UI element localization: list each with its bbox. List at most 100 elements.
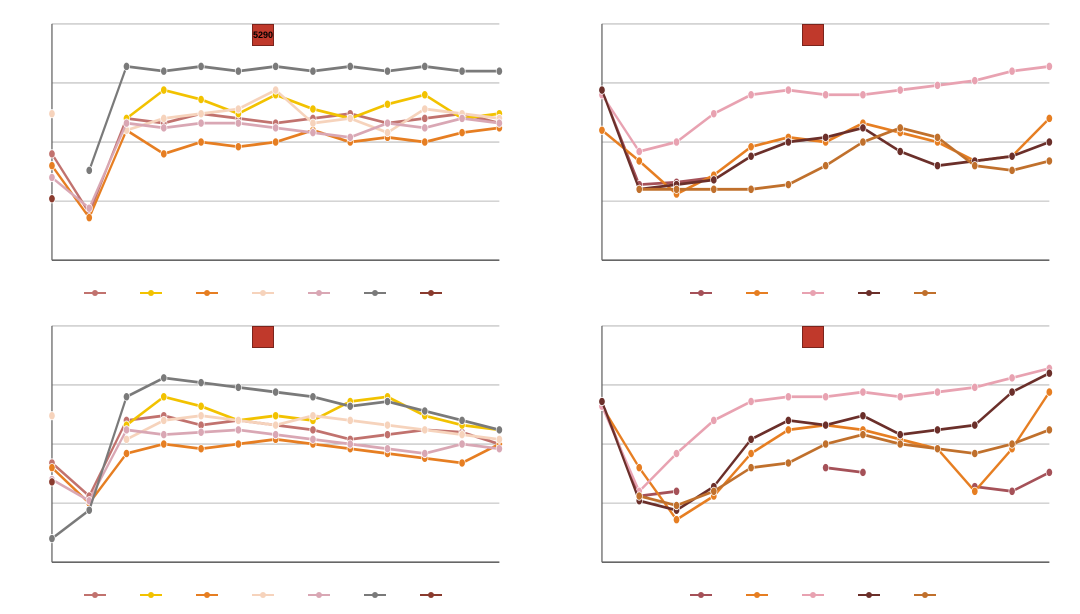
panel-title: 5290 — [252, 24, 278, 46]
series-marker — [748, 449, 754, 457]
series-marker — [599, 397, 605, 405]
series-marker — [636, 185, 642, 193]
series-marker — [972, 487, 978, 495]
legend-item — [364, 292, 390, 294]
legend-swatch — [308, 292, 330, 294]
series-marker — [161, 374, 167, 382]
series-marker — [422, 114, 428, 122]
series-marker — [86, 213, 92, 221]
series-marker — [860, 124, 866, 132]
legend-marker-icon — [92, 592, 98, 598]
series-marker — [161, 86, 167, 94]
series-marker — [822, 91, 828, 99]
chart-svg — [570, 312, 1060, 590]
series-marker — [1046, 388, 1052, 396]
title-stamp-icon — [252, 326, 274, 348]
series-marker — [673, 449, 679, 457]
series-marker — [934, 133, 940, 141]
series-marker — [272, 430, 278, 438]
legend-swatch — [364, 594, 386, 596]
legend-marker-icon — [372, 290, 378, 296]
panel-bottom-left — [20, 312, 510, 604]
series-marker — [1009, 388, 1015, 396]
legend-marker-icon — [810, 592, 816, 598]
series-marker — [860, 91, 866, 99]
legend-swatch — [914, 292, 936, 294]
series-marker — [310, 105, 316, 113]
legend-item — [84, 292, 110, 294]
series-marker — [748, 185, 754, 193]
series-marker — [636, 147, 642, 155]
legend-swatch — [140, 594, 162, 596]
legend-swatch — [690, 292, 712, 294]
series-marker — [347, 62, 353, 70]
legend-swatch — [690, 594, 712, 596]
legend-item — [252, 292, 278, 294]
series-marker — [384, 445, 390, 453]
series-marker — [748, 152, 754, 160]
series-marker — [897, 124, 903, 132]
series-marker — [198, 119, 204, 127]
series-marker — [86, 204, 92, 212]
series-marker — [897, 440, 903, 448]
series-marker — [673, 515, 679, 523]
legend-item — [420, 292, 446, 294]
series-marker — [161, 124, 167, 132]
legend-swatch — [308, 594, 330, 596]
series-marker — [198, 62, 204, 70]
series-marker — [384, 67, 390, 75]
series-marker — [459, 114, 465, 122]
series-marker — [198, 445, 204, 453]
legend-marker-icon — [698, 592, 704, 598]
series-marker — [459, 416, 465, 424]
legend-item — [746, 594, 772, 596]
series-marker — [310, 412, 316, 420]
series-marker — [711, 110, 717, 118]
legend-swatch — [746, 292, 768, 294]
series-marker — [422, 407, 428, 415]
legend-marker-icon — [754, 290, 760, 296]
series-marker — [459, 459, 465, 467]
series-marker — [347, 416, 353, 424]
chart-svg — [570, 10, 1060, 288]
legend-marker-icon — [922, 592, 928, 598]
legend-item — [308, 594, 334, 596]
series-marker — [310, 393, 316, 401]
legend-item — [914, 594, 940, 596]
series-marker — [161, 150, 167, 158]
legend-marker-icon — [204, 290, 210, 296]
plot-area — [20, 312, 510, 590]
panel-title — [252, 326, 278, 348]
series-marker — [86, 506, 92, 514]
series-marker — [198, 95, 204, 103]
series-marker — [272, 62, 278, 70]
plot-area — [20, 10, 510, 288]
legend-marker-icon — [866, 290, 872, 296]
series-marker — [49, 162, 55, 170]
series-marker — [235, 426, 241, 434]
series-marker — [49, 534, 55, 542]
panel-top-left: 5290 — [20, 10, 510, 302]
series-marker — [422, 449, 428, 457]
series-marker — [310, 128, 316, 136]
legend — [84, 590, 446, 604]
series-marker — [272, 138, 278, 146]
series-line — [89, 66, 499, 170]
legend-item — [140, 292, 166, 294]
series-marker — [49, 478, 55, 486]
series-marker — [711, 176, 717, 184]
series-marker — [235, 383, 241, 391]
series-marker — [897, 430, 903, 438]
series-marker — [198, 402, 204, 410]
legend-item — [914, 292, 940, 294]
title-stamp-icon — [802, 326, 824, 348]
series-marker — [161, 430, 167, 438]
series-marker — [49, 110, 55, 118]
series-marker — [310, 435, 316, 443]
chart-svg — [20, 312, 510, 590]
chart-svg — [20, 10, 510, 288]
series-marker — [422, 124, 428, 132]
legend-swatch — [252, 594, 274, 596]
series-marker — [860, 430, 866, 438]
series-marker — [235, 105, 241, 113]
